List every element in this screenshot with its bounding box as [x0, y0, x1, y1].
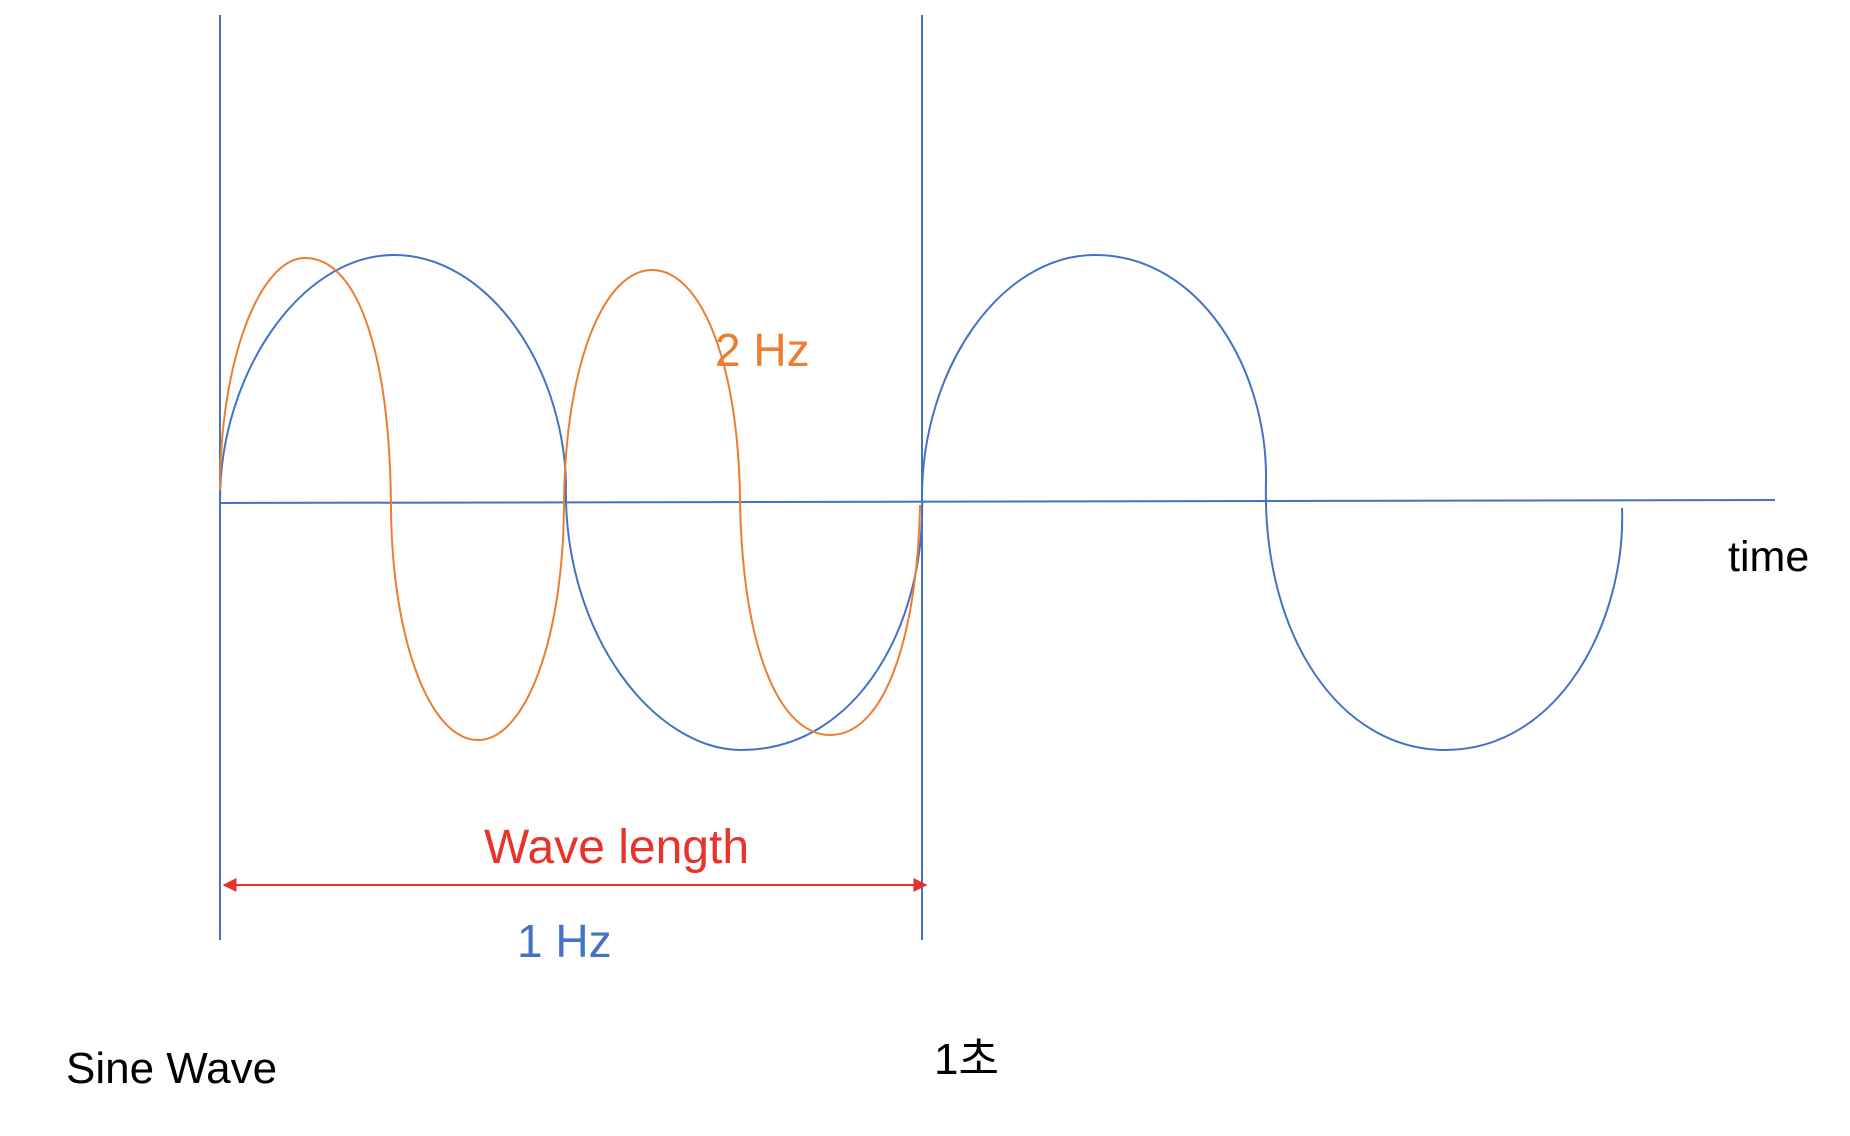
two-hz-wave — [219, 256, 921, 742]
sine-wave-caption: Sine Wave — [66, 1044, 278, 1093]
one-second-label: 1초 — [934, 1035, 999, 1084]
one-hz-label: 1 Hz — [517, 915, 612, 967]
two-hz-label: 2 Hz — [715, 324, 810, 376]
time-axis-line — [219, 499, 1776, 504]
one-hz-wave — [219, 253, 1624, 752]
time-axis-label: time — [1728, 533, 1810, 581]
wave-length-label: Wave length — [484, 821, 750, 874]
